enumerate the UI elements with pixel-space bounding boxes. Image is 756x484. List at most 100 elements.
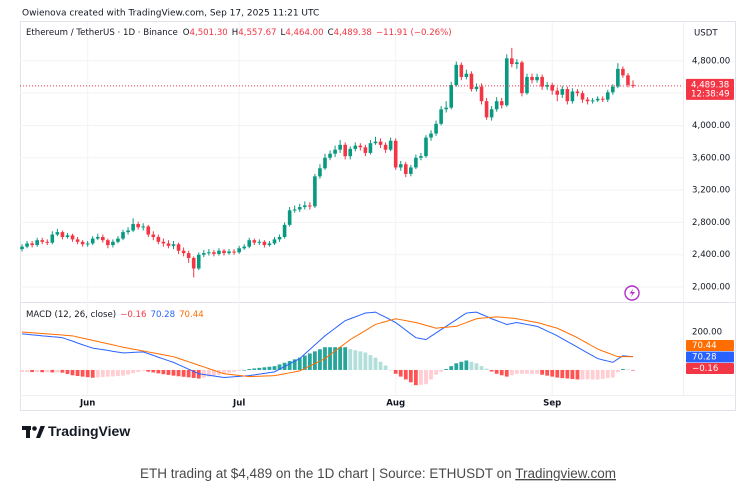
histogram-bar xyxy=(550,369,555,377)
histogram-bar xyxy=(454,363,459,370)
histogram-bar xyxy=(484,368,489,370)
candle-body xyxy=(449,85,454,108)
candle-body xyxy=(151,234,156,237)
candle-body xyxy=(429,133,433,138)
histogram-bar xyxy=(333,347,337,370)
histogram-bar xyxy=(328,347,332,370)
histogram-bar xyxy=(560,369,565,379)
histogram-bar xyxy=(90,369,95,378)
histogram-bar xyxy=(161,369,166,375)
candle-body xyxy=(600,98,605,100)
candle-body xyxy=(277,236,282,240)
y-tick-label: 4,800.00 xyxy=(692,56,730,66)
histogram-bar xyxy=(297,357,302,370)
caption-link[interactable]: Tradingview.com xyxy=(515,466,616,481)
y-tick-label: 2,800.00 xyxy=(692,218,730,228)
candle-body xyxy=(70,235,75,240)
histogram-bar xyxy=(212,369,216,376)
candle-body xyxy=(302,205,307,208)
candle-body xyxy=(616,68,620,87)
histogram-bar xyxy=(408,369,413,383)
candle-body xyxy=(631,84,635,86)
candle-body xyxy=(85,243,90,245)
histogram-bar xyxy=(312,351,317,370)
x-tick-label: Jul xyxy=(232,399,245,409)
candle-body xyxy=(510,58,514,65)
candle-body xyxy=(424,137,428,157)
candle-body xyxy=(55,232,60,235)
histogram-bar xyxy=(227,369,231,373)
chart-frame xyxy=(20,21,736,411)
candle-body xyxy=(171,244,176,246)
candle-body xyxy=(595,98,600,101)
candle-body xyxy=(166,243,171,246)
candle-body xyxy=(227,251,231,254)
candle-body xyxy=(469,73,474,90)
histogram-bar xyxy=(20,369,24,372)
candle-body xyxy=(479,86,484,102)
candle-body xyxy=(540,76,544,87)
histogram-bar xyxy=(363,352,368,370)
candle-body xyxy=(252,240,257,243)
histogram-bar xyxy=(60,369,65,373)
histogram-bar xyxy=(232,369,236,372)
candle-body xyxy=(499,101,504,106)
histogram-bar xyxy=(272,366,277,370)
histogram-bar xyxy=(252,368,257,370)
histogram-bar xyxy=(358,351,363,370)
macd-value-label: −0.16 xyxy=(692,364,718,374)
candle-body xyxy=(378,141,383,145)
candle-body xyxy=(272,239,277,244)
histogram-bar xyxy=(434,369,438,375)
candle-body xyxy=(40,240,45,242)
candle-body xyxy=(247,240,252,247)
candle-body xyxy=(560,89,565,95)
candle-body xyxy=(191,257,196,269)
candle-body xyxy=(318,168,322,177)
legend-value: 4,501.30 xyxy=(190,28,228,38)
candle-body xyxy=(464,73,469,77)
candle-body xyxy=(156,236,161,242)
histogram-bar xyxy=(318,349,322,370)
y-tick-label: 4,000.00 xyxy=(692,121,730,131)
legend-key: H xyxy=(232,28,238,38)
currency: USDT xyxy=(694,29,718,39)
macd-legend: MACD (12, 26, close) −0.16 70.28 70.44 xyxy=(26,310,204,320)
histogram-bar xyxy=(141,369,146,371)
histogram-bar xyxy=(242,369,247,371)
histogram-bar xyxy=(201,369,206,378)
candle-body xyxy=(348,148,353,157)
candle-body xyxy=(626,75,630,85)
candle-body xyxy=(313,176,317,207)
candle-body xyxy=(65,235,70,237)
candle-body xyxy=(454,64,459,86)
histogram-bar xyxy=(610,369,615,378)
candle-body xyxy=(262,241,267,246)
macd-value-label: 70.28 xyxy=(692,353,717,363)
histogram-bar xyxy=(80,369,85,377)
histogram-bar xyxy=(368,355,373,370)
candle-body xyxy=(575,91,580,94)
histogram-bar xyxy=(292,359,297,370)
macd-legend-value: −0.16 xyxy=(120,310,146,320)
histogram-bar xyxy=(449,366,454,370)
histogram-bar xyxy=(570,369,575,380)
candle-body xyxy=(146,226,151,235)
candle-body xyxy=(535,76,539,81)
candle-body xyxy=(338,144,342,150)
histogram-bar xyxy=(171,369,176,376)
candle-body xyxy=(222,250,226,254)
candle-body xyxy=(515,62,519,65)
macd-value-box xyxy=(686,340,734,351)
histogram-bar xyxy=(75,369,80,377)
labels: Ethereum / TetherUS · 1D · Binance O4,501… xyxy=(26,28,734,409)
histogram-bar xyxy=(595,369,600,380)
caption-text: ETH trading at $4,489 on the 1D chart | … xyxy=(140,466,515,481)
candle-body xyxy=(388,140,393,150)
candle-body xyxy=(520,62,524,94)
candle-body xyxy=(237,248,241,253)
histogram-bar xyxy=(378,361,383,370)
candle-body xyxy=(207,252,211,254)
candle-body xyxy=(570,91,575,102)
histogram-bar xyxy=(55,369,60,373)
